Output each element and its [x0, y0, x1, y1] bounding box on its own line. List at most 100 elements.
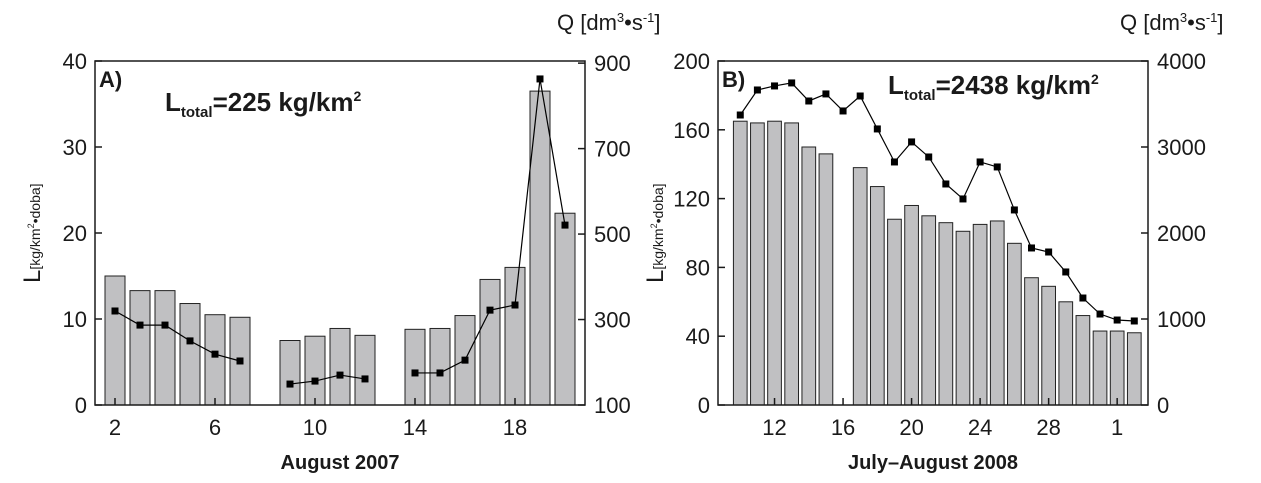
marker	[856, 92, 864, 100]
bar	[279, 340, 301, 406]
y2-axis-label: Q [dm3•s-1]	[557, 10, 661, 35]
marker	[211, 350, 219, 358]
y-axis-label-part: L	[19, 270, 46, 283]
bar	[329, 327, 351, 406]
bar	[767, 120, 782, 406]
y2-tick-label: 1000	[1157, 307, 1206, 332]
marker	[873, 125, 881, 133]
bar	[1109, 330, 1125, 406]
y2-tick-label: 2000	[1157, 221, 1206, 246]
y2-tick-label: 300	[594, 308, 631, 333]
bar	[852, 167, 868, 406]
annotation-part: =2438 kg/km	[936, 70, 1091, 100]
x-tick-label: 6	[209, 415, 221, 440]
y-tick-label: 80	[686, 255, 710, 280]
y-axis-label-part: L	[642, 270, 669, 283]
bar	[1126, 332, 1142, 406]
line	[739, 82, 1135, 322]
y-tick-label: 10	[63, 307, 87, 332]
y-axis-label-part: 2	[26, 223, 36, 228]
x-axis-label: July–August 2008	[848, 452, 1018, 474]
marker	[942, 180, 950, 188]
bar	[304, 335, 326, 406]
x-tick-label: 20	[899, 415, 923, 440]
y-axis-label-part: [kg/km	[27, 228, 43, 269]
x-tick-label: 12	[762, 415, 786, 440]
bar	[1058, 301, 1074, 406]
marker	[1045, 248, 1053, 256]
marker	[486, 306, 494, 314]
y-axis-label-part: 2	[649, 223, 659, 228]
y2-axis-label-part: •s	[624, 10, 643, 35]
bar	[1041, 285, 1056, 406]
y2-axis-label-part: Q [dm	[1120, 10, 1180, 35]
bar	[818, 153, 834, 406]
marker	[976, 158, 984, 166]
bar	[154, 290, 176, 406]
marker	[736, 111, 744, 119]
bar	[801, 146, 817, 406]
annotation: Ltotal=225 kg/km2	[165, 87, 362, 121]
marker	[753, 86, 761, 94]
annotation-part: total	[904, 87, 936, 104]
marker	[311, 377, 319, 385]
y-tick-label: 200	[673, 49, 710, 74]
y-tick-label: 120	[673, 187, 710, 212]
bar	[429, 327, 451, 406]
marker	[111, 307, 119, 315]
y2-tick-label: 100	[594, 393, 631, 418]
y-tick-label: 20	[63, 221, 87, 246]
bar	[479, 278, 501, 406]
bar	[554, 212, 576, 406]
marker	[236, 357, 244, 365]
marker	[908, 138, 916, 146]
y-tick-label: 0	[698, 393, 710, 418]
marker	[536, 75, 544, 83]
annotation-part: L	[165, 87, 181, 117]
annotation-part: =225 kg/km	[213, 87, 354, 117]
bar	[1092, 330, 1108, 406]
marker	[136, 321, 144, 329]
bar	[354, 334, 376, 406]
y2-tick-label: 700	[594, 137, 631, 162]
y-axis-label-part: [kg/km	[650, 228, 666, 269]
bar	[1024, 277, 1039, 406]
bar	[204, 314, 226, 406]
y-tick-label: 30	[63, 135, 87, 160]
line	[114, 310, 241, 362]
marker	[1028, 244, 1036, 252]
marker	[822, 90, 830, 98]
x-tick-label: 2	[109, 415, 121, 440]
bar	[404, 328, 426, 406]
marker	[461, 356, 469, 364]
bar	[904, 204, 919, 406]
x-tick-label: 24	[968, 415, 992, 440]
y2-tick-label: 3000	[1157, 135, 1206, 160]
x-tick-label: 28	[1036, 415, 1060, 440]
bar	[972, 223, 988, 406]
bar	[129, 290, 151, 406]
marker	[839, 107, 847, 115]
y-tick-label: 40	[63, 49, 87, 74]
marker	[561, 221, 569, 229]
marker	[1096, 310, 1104, 318]
y2-axis-label-part: 3	[617, 10, 624, 25]
x-tick-label: 16	[831, 415, 855, 440]
y2-axis-label-part: •s	[1187, 10, 1206, 35]
marker	[959, 195, 967, 203]
y2-axis-label-part: -1	[643, 10, 655, 25]
y2-axis-label-part: -1	[1206, 10, 1218, 25]
annotation: Ltotal=2438 kg/km2	[888, 70, 1099, 104]
marker	[1130, 317, 1138, 325]
marker	[411, 369, 419, 377]
y2-axis-label-part: ]	[1217, 10, 1223, 35]
panel-label: B)	[722, 67, 745, 92]
y2-axis-label: Q [dm3•s-1]	[1120, 10, 1224, 35]
marker	[286, 380, 294, 388]
y-axis-label-part: •doba]	[27, 183, 43, 223]
bar	[104, 275, 126, 406]
marker	[336, 371, 344, 379]
y-axis-label: L[kg/km2•doba]	[19, 183, 46, 283]
